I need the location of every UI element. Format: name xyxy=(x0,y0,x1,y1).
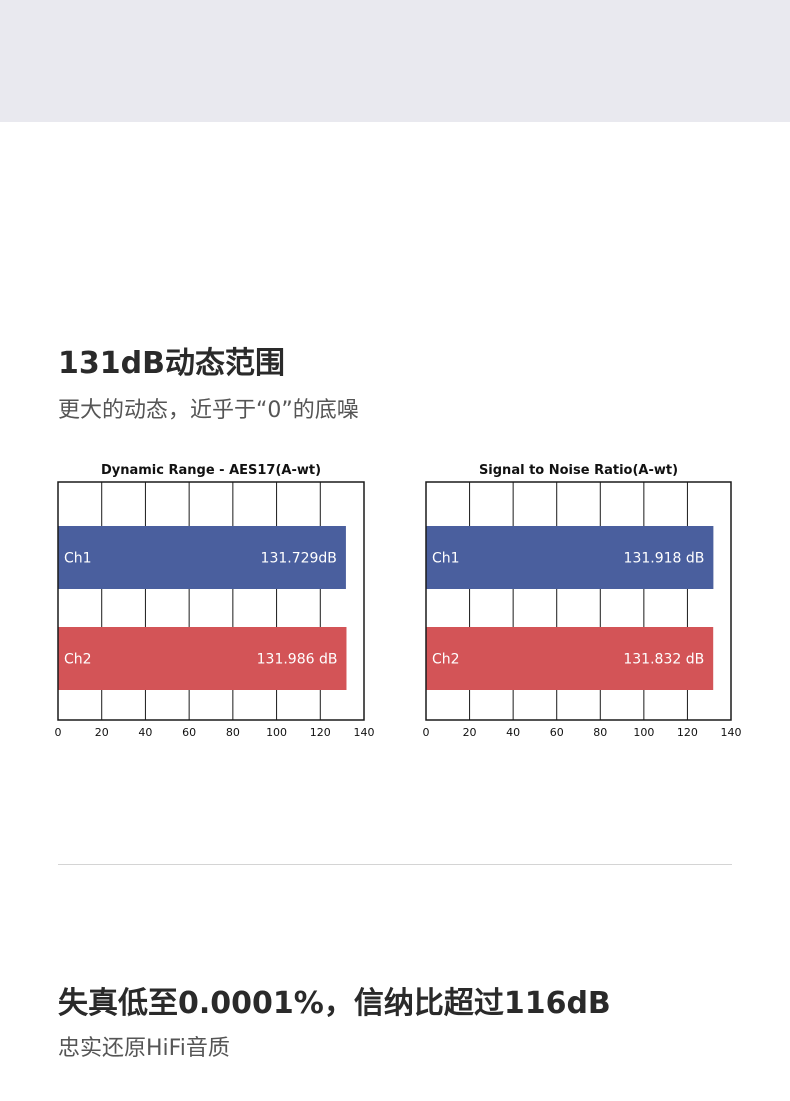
x-tick-label: 140 xyxy=(721,726,742,739)
x-tick-label: 20 xyxy=(95,726,109,739)
x-tick-label: 0 xyxy=(55,726,62,739)
x-tick-label: 60 xyxy=(182,726,196,739)
chart-frame xyxy=(425,481,732,721)
bar-value-label: 131.918 dB xyxy=(624,551,705,567)
top-band xyxy=(0,0,790,122)
x-tick-label: 100 xyxy=(266,726,287,739)
dynamic-range-chart: Dynamic Range - AES17(A-wt) Ch1 131.729dB C… xyxy=(55,463,375,739)
x-tick-label: 40 xyxy=(506,726,520,739)
bar-category-label: Ch1 xyxy=(64,551,92,567)
chart-title: Dynamic Range - AES17(A-wt) xyxy=(101,463,321,478)
x-tick-label: 100 xyxy=(633,726,654,739)
x-tick-label: 120 xyxy=(677,726,698,739)
bar-value-label: 131.986 dB xyxy=(257,652,338,668)
bar-ch1 xyxy=(58,526,346,589)
section-subtitle-dynamic-range: 更大的动态，近乎于“0”的底噪 xyxy=(58,398,359,423)
section-title-dynamic-range: 131dB动态范围 xyxy=(58,346,285,381)
bar-category-label: Ch2 xyxy=(432,652,460,668)
bar-category-label: Ch1 xyxy=(432,551,460,567)
section-title-distortion: 失真低至0.0001%，信纳比超过116dB xyxy=(58,986,611,1021)
x-tick-label: 140 xyxy=(354,726,375,739)
x-tick-label: 0 xyxy=(423,726,430,739)
x-tick-label: 20 xyxy=(463,726,477,739)
chart-frame xyxy=(57,481,365,721)
bar-ch2 xyxy=(426,627,714,690)
bar-ch2 xyxy=(58,627,347,690)
section-divider xyxy=(58,864,732,865)
bar-category-label: Ch2 xyxy=(64,652,92,668)
x-tick-label: 40 xyxy=(138,726,152,739)
x-tick-label: 120 xyxy=(310,726,331,739)
x-tick-label: 60 xyxy=(550,726,564,739)
bar-value-label: 131.729dB xyxy=(261,551,337,567)
chart-title: Signal to Noise Ratio(A-wt) xyxy=(479,463,678,478)
x-tick-label: 80 xyxy=(593,726,607,739)
bar-ch1 xyxy=(426,526,714,589)
section-subtitle-distortion: 忠实还原HiFi音质 xyxy=(58,1036,230,1061)
x-tick-label: 80 xyxy=(226,726,240,739)
bar-value-label: 131.832 dB xyxy=(623,652,704,668)
snr-chart: Signal to Noise Ratio(A-wt) Ch1 131.918 dB… xyxy=(423,463,742,739)
